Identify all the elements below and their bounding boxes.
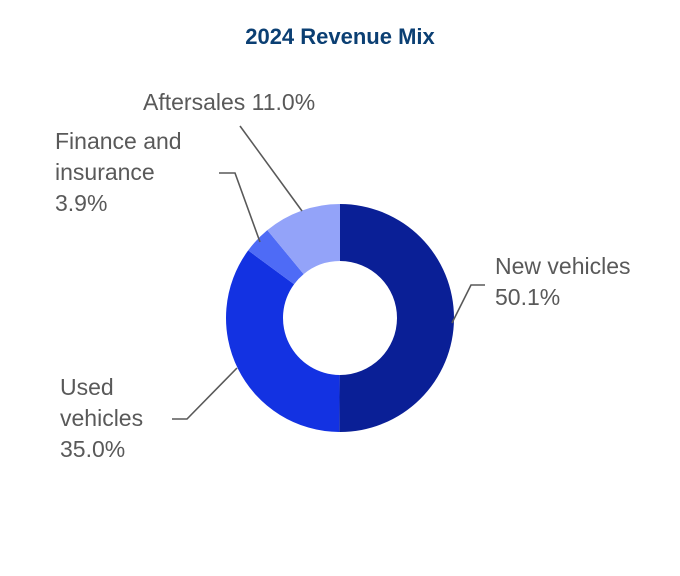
label-new-vehicles-line-2: 50.1% (495, 284, 560, 310)
leader-line-new-vehicles (451, 284, 485, 324)
slice-new-vehicles (339, 204, 454, 432)
chart-title: 2024 Revenue Mix (245, 24, 435, 49)
label-new-vehicles-line-1: New vehicles (495, 253, 631, 279)
leader-line-used-vehicles (172, 367, 238, 420)
slice-labels: New vehicles 50.1% Used vehicles 35.0% Financ… (55, 89, 631, 462)
label-used-vehicles-line-3: 35.0% (60, 436, 125, 462)
label-finance-and-insurance-line-2: insurance (55, 159, 155, 185)
label-finance-and-insurance-line-1: Finance and (55, 128, 182, 154)
label-used-vehicles-line-1: Used (60, 374, 114, 400)
leader-line-finance-and-insurance (219, 172, 261, 243)
slice-aftersales (267, 204, 340, 275)
label-aftersales-line-1: Aftersales 11.0% (143, 89, 315, 115)
leader-line-aftersales (239, 125, 303, 212)
slice-finance-and-insurance (248, 230, 304, 285)
slice-used-vehicles (226, 250, 340, 432)
label-finance-and-insurance-line-3: 3.9% (55, 190, 107, 216)
leader-lines (172, 125, 485, 420)
label-used-vehicles-line-2: vehicles (60, 405, 143, 431)
donut-slices (226, 204, 454, 432)
